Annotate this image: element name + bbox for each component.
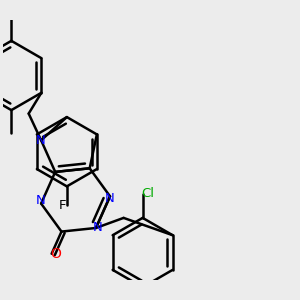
- Text: N: N: [36, 194, 46, 207]
- Text: N: N: [93, 221, 103, 235]
- Text: Cl: Cl: [141, 187, 154, 200]
- Text: N: N: [105, 192, 115, 205]
- Text: O: O: [50, 247, 61, 261]
- Text: F: F: [59, 199, 67, 212]
- Text: N: N: [36, 134, 46, 147]
